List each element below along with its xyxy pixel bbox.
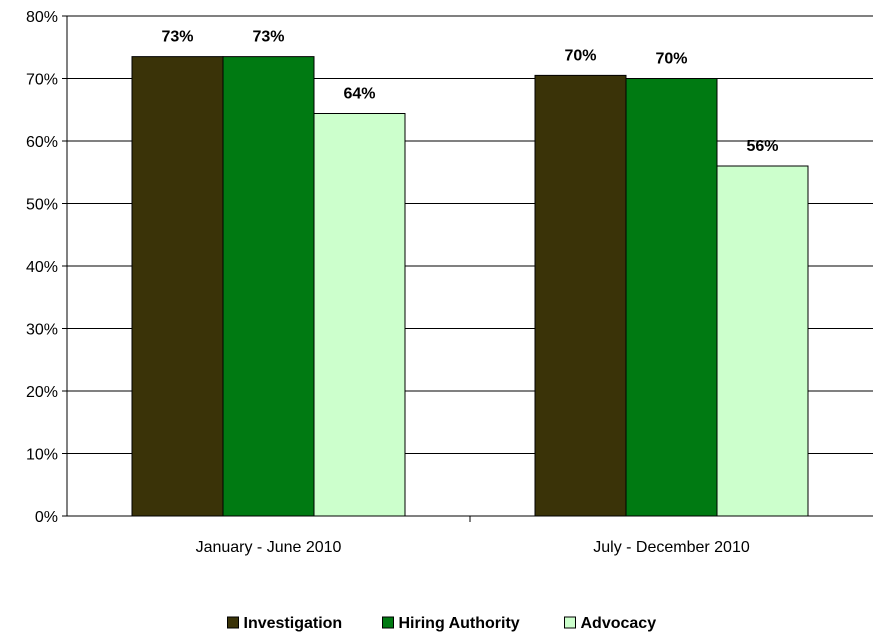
bar <box>131 56 224 517</box>
legend-label: Advocacy <box>581 615 657 632</box>
y-tick-label: 0% <box>35 509 58 526</box>
x-category-label: January - June 2010 <box>196 539 342 556</box>
data-label: 70% <box>564 47 596 64</box>
bar <box>534 74 627 517</box>
y-tick-label: 80% <box>26 9 58 26</box>
legend-swatch <box>227 616 239 629</box>
bar <box>716 165 809 517</box>
y-tick-label: 70% <box>26 72 58 89</box>
x-category-label: July - December 2010 <box>593 539 750 556</box>
y-tick-label: 50% <box>26 197 58 214</box>
bar <box>222 56 315 517</box>
legend-label: Investigation <box>244 615 343 632</box>
data-label: 73% <box>252 29 284 46</box>
data-label: 70% <box>655 51 687 68</box>
y-tick-label: 60% <box>26 134 58 151</box>
data-label: 56% <box>746 138 778 155</box>
legend-swatch <box>564 616 576 629</box>
legend-label: Hiring Authority <box>399 615 520 632</box>
legend: Investigation Hiring Authority Advocacy <box>227 615 657 632</box>
data-label: 64% <box>343 86 375 103</box>
axes: 0% 10% 20% 30% 40% 50% 60% 70% 80% January - June… <box>26 9 873 556</box>
bar <box>313 113 406 517</box>
y-tick-label: 30% <box>26 322 58 339</box>
legend-swatch <box>382 616 394 629</box>
y-tick-label: 20% <box>26 384 58 401</box>
y-tick-label: 10% <box>26 447 58 464</box>
bars <box>131 56 809 517</box>
y-tick-label: 40% <box>26 259 58 276</box>
data-label: 73% <box>161 29 193 46</box>
bar <box>625 78 718 517</box>
data-labels: 73% 73% 64% 70% 70% 56% <box>161 29 778 155</box>
